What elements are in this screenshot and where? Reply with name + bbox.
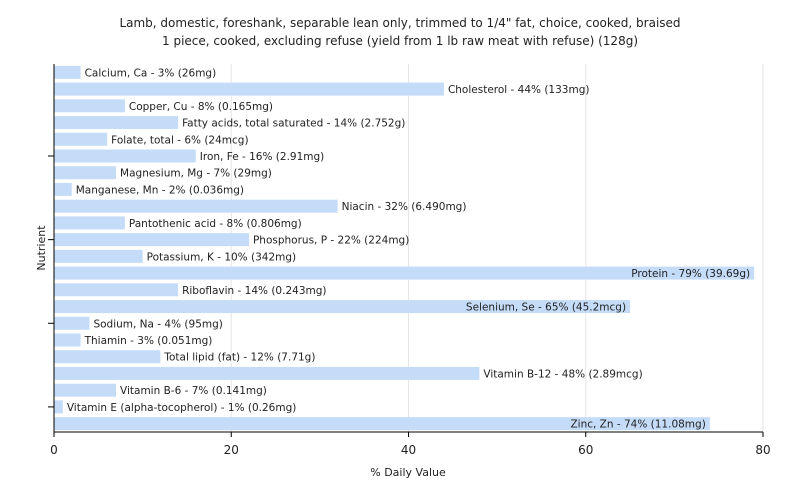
- bar-label-17: Total lipid (fat) - 12% (7.71g): [163, 352, 315, 364]
- bar-17: [54, 350, 161, 364]
- bars: Calcium, Ca - 3% (26mg) Cholesterol - 44%…: [54, 65, 755, 431]
- bar-4: [54, 132, 108, 146]
- bar-14: [54, 300, 631, 314]
- bar-label-12: Protein - 79% (39.69g): [631, 268, 750, 280]
- bar-5: [54, 149, 196, 163]
- bar-12: [54, 266, 755, 280]
- bar-label-13: Riboflavin - 14% (0.243mg): [182, 285, 326, 297]
- bar-label-9: Pantothenic acid - 8% (0.806mg): [129, 218, 302, 230]
- bar-8: [54, 199, 338, 213]
- bar-label-15: Sodium, Na - 4% (95mg): [93, 318, 222, 330]
- chart-title-line-2: 1 piece, cooked, excluding refuse (yield…: [162, 34, 638, 48]
- bar-1: [54, 82, 444, 96]
- bar-label-6: Magnesium, Mg - 7% (29mg): [120, 168, 272, 180]
- bar-15: [54, 316, 90, 330]
- bar-label-16: Thiamin - 3% (0.051mg): [84, 335, 213, 347]
- x-axis-label: % Daily Value: [370, 466, 446, 479]
- bar-6: [54, 166, 117, 180]
- bar-11: [54, 249, 143, 263]
- bar-label-18: Vitamin B-12 - 48% (2.89mcg): [483, 368, 642, 380]
- bar-20: [54, 400, 63, 414]
- y-axis-label: Nutrient: [35, 225, 48, 271]
- bar-label-1: Cholesterol - 44% (133mg): [448, 84, 590, 96]
- x-tick-label-2: 40: [401, 443, 416, 457]
- bar-10: [54, 233, 249, 247]
- bar-18: [54, 366, 480, 380]
- bar-label-20: Vitamin E (alpha-tocopherol) - 1% (0.26m…: [67, 402, 296, 414]
- x-tick-label-4: 80: [755, 443, 770, 457]
- chart-title-line-1: Lamb, domestic, foreshank, separable lea…: [119, 16, 680, 30]
- bar-16: [54, 333, 81, 347]
- x-tick-label-0: 0: [50, 443, 58, 457]
- bar-3: [54, 116, 179, 130]
- axes: 0 20 40 60 80: [48, 64, 771, 457]
- x-tick-label-1: 20: [224, 443, 239, 457]
- bar-21: [54, 417, 710, 431]
- bar-label-21: Zinc, Zn - 74% (11.08mg): [570, 419, 705, 431]
- bar-label-7: Manganese, Mn - 2% (0.036mg): [76, 184, 244, 196]
- bar-label-10: Phosphorus, P - 22% (224mg): [253, 235, 409, 247]
- bar-19: [54, 383, 117, 397]
- bar-7: [54, 182, 72, 196]
- x-tick-label-3: 60: [578, 443, 593, 457]
- bar-2: [54, 99, 125, 113]
- bar-label-19: Vitamin B-6 - 7% (0.141mg): [120, 385, 267, 397]
- bar-label-4: Folate, total - 6% (24mcg): [111, 134, 248, 146]
- bar-label-5: Iron, Fe - 16% (2.91mg): [200, 151, 324, 163]
- bar-label-11: Potassium, K - 10% (342mg): [147, 251, 297, 263]
- bar-9: [54, 216, 125, 230]
- bar-label-14: Selenium, Se - 65% (45.2mcg): [466, 302, 626, 314]
- bar-0: [54, 65, 81, 79]
- bar-label-8: Niacin - 32% (6.490mg): [342, 201, 467, 213]
- bar-label-3: Fatty acids, total saturated - 14% (2.75…: [182, 118, 405, 130]
- bar-label-0: Calcium, Ca - 3% (26mg): [85, 67, 217, 79]
- bar-label-2: Copper, Cu - 8% (0.165mg): [129, 101, 273, 113]
- bar-13: [54, 283, 179, 297]
